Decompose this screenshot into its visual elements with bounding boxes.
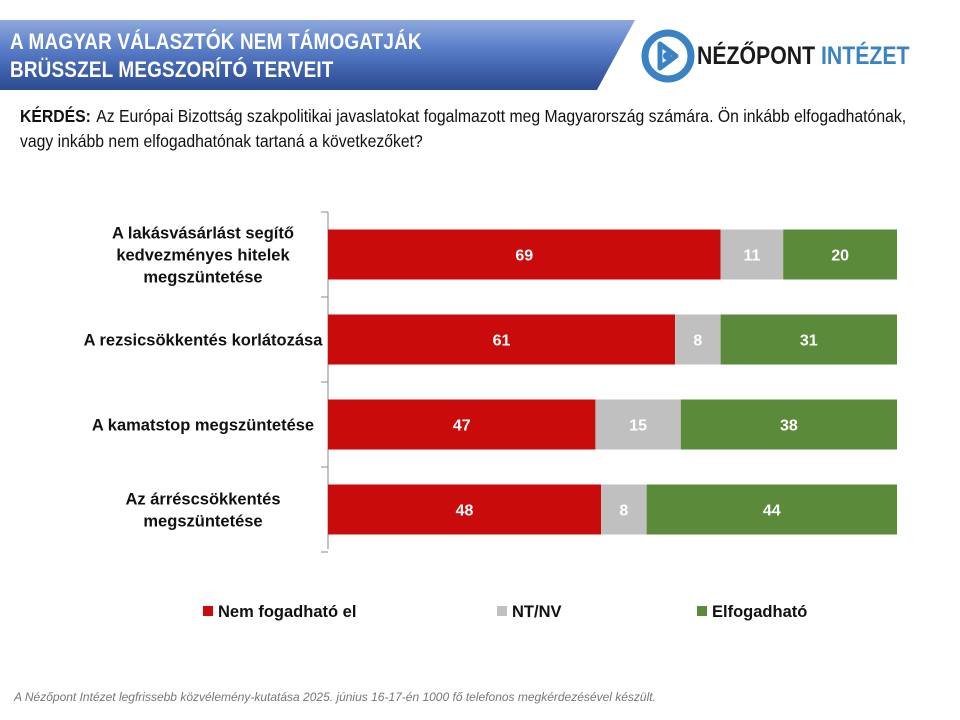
question: KÉRDÉS: Az Európai Bizottság szakpolitika… — [20, 104, 929, 154]
data-label: 48 — [456, 503, 474, 520]
data-label: 47 — [453, 418, 471, 435]
legend-swatch — [697, 606, 707, 616]
legend-label: NT/NV — [512, 603, 562, 621]
bar-nt-nv — [720, 229, 784, 280]
legend-label: Nem fogadható el — [218, 603, 356, 621]
bar-nt-nv — [595, 399, 681, 450]
logo-icon — [641, 29, 695, 83]
page-title: A MAGYAR VÁLASZTÓK NEM TÁMOGATJÁK BRÜSSZ… — [10, 28, 560, 84]
legend-label: Elfogadható — [712, 603, 807, 621]
category-label: Az árréscsökkentés megszüntetése — [125, 491, 280, 531]
data-label: 38 — [780, 418, 798, 435]
footer-note: A Nézőpont Intézet legfrissebb közvélemé… — [14, 690, 656, 704]
title-banner — [0, 20, 635, 90]
bar-nem-fogadhat-el — [328, 484, 602, 535]
data-label: 61 — [493, 333, 511, 350]
bar-nem-fogadhat-el — [328, 399, 596, 450]
legend-swatch — [497, 606, 507, 616]
logo-text-1: NÉZŐPONT — [697, 42, 816, 70]
data-label: 31 — [800, 333, 818, 350]
data-label: 15 — [629, 418, 647, 435]
category-label: A rezsicsökkentés korlátozása — [84, 332, 324, 350]
data-label: 44 — [763, 503, 781, 520]
question-label: KÉRDÉS: — [20, 106, 91, 126]
title-line-1: A MAGYAR VÁLASZTÓK NEM TÁMOGATJÁK — [10, 29, 422, 54]
logo-text-2: INTÉZET — [820, 42, 910, 70]
category-label: A lakásvásárlást segítő kedvezményes hite… — [112, 225, 294, 287]
category-label: A kamatstop megszüntetése — [92, 417, 314, 435]
bar-nt-nv — [601, 484, 647, 535]
title-line-2: BRÜSSZEL MEGSZORÍTÓ TERVEIT — [10, 57, 334, 82]
data-label: 69 — [515, 248, 533, 265]
question-text: Az Európai Bizottság szakpolitikai javas… — [20, 106, 907, 151]
bar-nem-fogadhat-el — [328, 229, 721, 280]
bar-elfogadhat- — [646, 484, 897, 535]
bar-elfogadhat- — [720, 314, 897, 365]
bar-elfogadhat- — [783, 229, 897, 280]
data-label: 8 — [693, 333, 702, 350]
data-label: 20 — [831, 248, 849, 265]
bar-elfogadhat- — [680, 399, 897, 450]
legend-swatch — [203, 606, 213, 616]
nezopont-logo: NÉZŐPONT INTÉZET — [640, 28, 940, 84]
bar-nt-nv — [675, 314, 721, 365]
bar-nem-fogadhat-el — [328, 314, 676, 365]
data-label: 8 — [619, 503, 628, 520]
data-label: 11 — [743, 248, 760, 265]
